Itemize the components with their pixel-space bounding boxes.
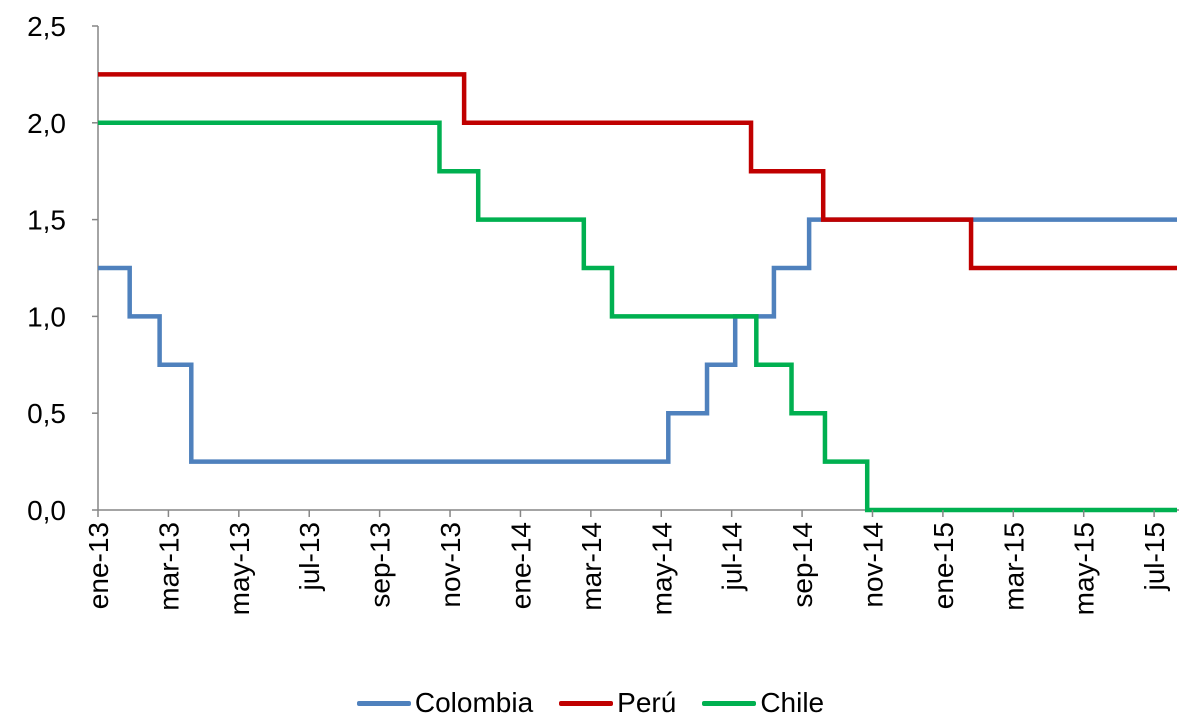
legend: Colombia Perú Chile [0,682,1181,724]
y-axis-ticks: 0,0 0,5 1,0 1,5 2,0 2,5 [27,11,98,526]
x-tick-label: may-14 [646,522,677,615]
series-line-chile [98,120,1177,513]
x-tick-label: nov-13 [435,522,466,608]
y-tick-label: 1,5 [27,205,66,236]
legend-label: Perú [617,687,677,718]
legend-swatch [559,700,614,706]
y-tick-label: 0,5 [27,398,66,429]
x-tick-label: ene-14 [505,522,536,609]
legend-item: Colombia [356,687,534,719]
series-line-per [98,72,1177,271]
x-tick-label: ene-15 [928,522,959,609]
x-tick-label: sep-14 [787,522,818,608]
legend-label: Chile [760,687,825,718]
x-tick-label: nov-14 [857,522,888,608]
legend-label: Colombia [414,687,534,718]
x-axis-ticks: ene-13 mar-13 may-13 jul-13 sep-13 nov-13 ene-… [83,510,1170,615]
legend-swatch [702,700,757,706]
x-tick-label: mar-15 [998,522,1029,611]
x-tick-label: jul-13 [294,522,325,591]
y-tick-label: 2,5 [27,11,66,42]
x-tick-label: mar-13 [153,522,184,611]
x-tick-label: sep-13 [365,522,396,608]
legend-item: Perú [559,687,676,719]
series-layer [98,72,1177,513]
legend-item: Chile [702,687,824,719]
x-tick-label: may-13 [224,522,255,615]
x-tick-label: ene-13 [83,522,114,609]
x-tick-label: jul-14 [717,522,748,591]
x-tick-label: jul-15 [1139,522,1170,591]
series-line-colombia [98,217,1177,464]
y-tick-label: 1,0 [27,301,66,332]
x-tick-label: mar-14 [576,522,607,611]
y-tick-label: 2,0 [27,108,66,139]
legend-swatch [356,700,411,706]
y-tick-label: 0,0 [27,495,66,526]
line-chart: 0,0 0,5 1,0 1,5 2,0 2,5 ene-13 mar-13 may-13 jul… [27,11,1179,615]
x-tick-label: may-15 [1069,522,1100,615]
